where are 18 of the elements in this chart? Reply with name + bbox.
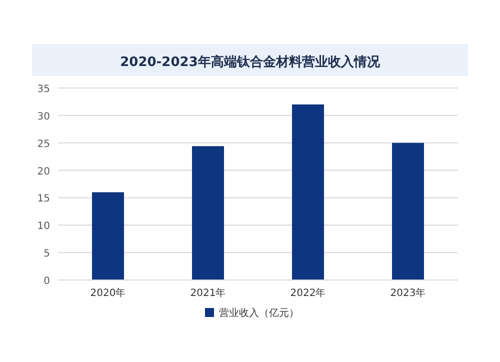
legend-label: 营业收入（亿元） [219,307,299,319]
y-tick-label: 25 [37,138,50,150]
y-tick-label: 5 [44,248,50,260]
bar [92,192,124,280]
chart-title: 2020-2023年高端钛合金材料营业收入情况 [120,54,381,70]
bar [392,142,424,280]
bar [192,146,224,280]
y-tick-label: 30 [37,111,50,122]
bar [292,104,324,280]
y-tick-label: 15 [37,194,50,205]
y-tick-label: 0 [44,276,50,287]
y-tick-label: 20 [37,166,50,178]
y-tick-label: 10 [37,221,50,232]
x-tick-label: 2022年 [290,287,326,299]
x-tick-label: 2020年 [90,287,126,299]
x-tick-label: 2023年 [390,287,426,299]
y-tick-label: 35 [37,84,50,95]
x-tick-label: 2021年 [190,287,226,299]
